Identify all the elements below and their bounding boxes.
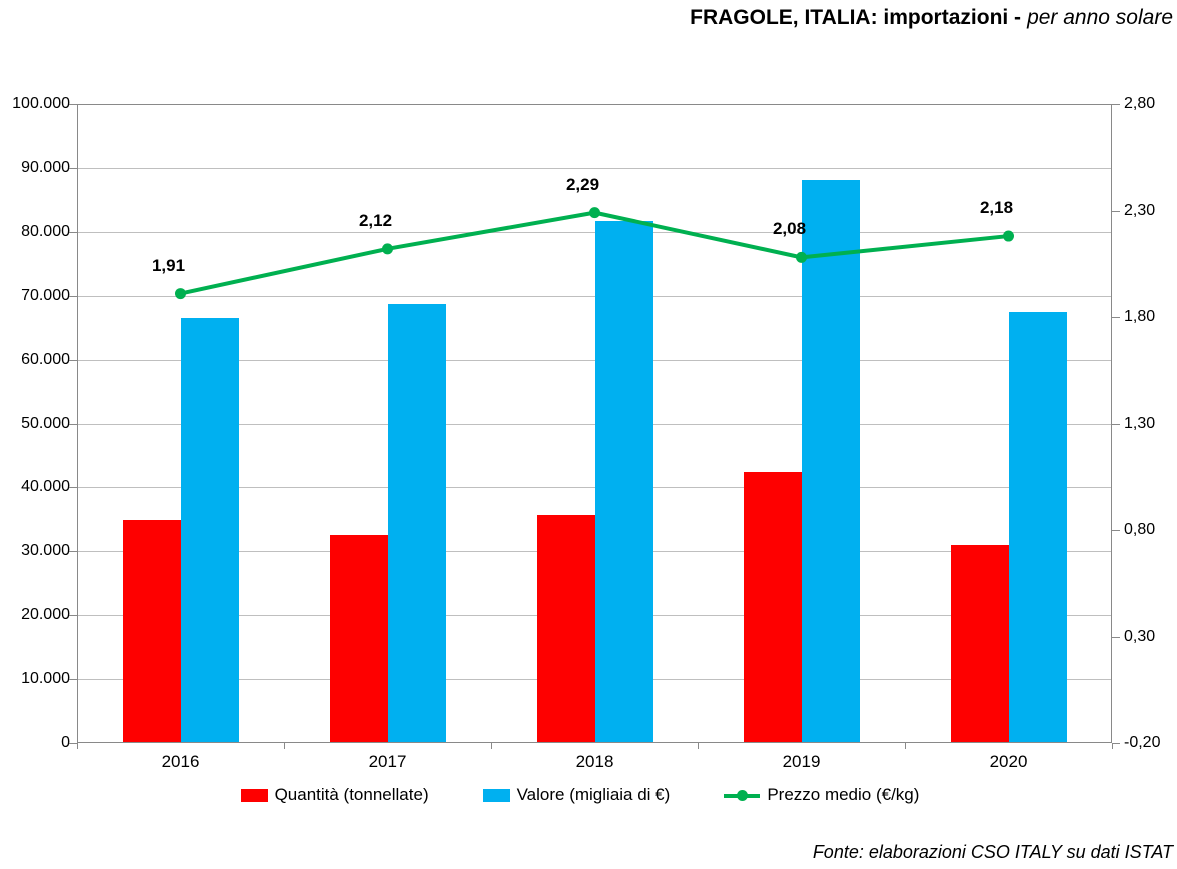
y-axis-tick-label: 90.000 [21,158,70,176]
y-axis-tick-label: 100.000 [12,95,70,112]
price-label-2016: 1,91 [151,255,186,275]
x-axis-tick [905,743,906,749]
y-axis-tick [69,487,77,489]
chart-title: FRAGOLE, ITALIA: importazioni - per anno … [690,6,1173,30]
x-axis-label: 2019 [782,752,821,771]
secondary-y-axis-tick [1112,530,1120,531]
price-label-2019: 2,08 [772,219,807,239]
x-axis-label: 2016 [161,752,200,771]
y-axis-tick-label: 10.000 [21,670,70,688]
y-axis-tick [69,551,77,553]
x-axis-tick [491,743,492,749]
y-axis-tick-label: 60.000 [21,350,70,368]
x-axis-tick [1112,743,1113,749]
y-axis-tick-label: 40.000 [21,478,70,496]
legend-label: Quantità (tonnellate) [274,785,429,804]
y-axis-tick-label: 80.000 [21,222,70,240]
secondary-y-axis-tick-label: 1,30 [1124,414,1156,432]
legend-swatch-icon [482,788,510,802]
x-axis-tick [698,743,699,749]
bar-quantita-2019 [743,471,802,742]
bar-valore-2016 [180,317,239,742]
legend-item-0: Quantità (tonnellate) [240,785,429,805]
chart-title-subtitle: per anno solare [1027,6,1173,29]
y-axis-tick [69,231,77,233]
y-axis-tick-label: 30.000 [21,542,70,560]
bar-quantita-2016 [122,519,181,742]
bar-quantita-2017 [329,534,388,742]
bar-valore-2019 [801,179,860,742]
y-axis-tick [69,615,77,617]
legend: Quantità (tonnellate) Valore (migliaia di… [0,785,1160,805]
secondary-y-axis-tick-label: -0,20 [1124,734,1161,751]
bar-valore-2018 [594,220,653,742]
legend-line-marker-icon [724,789,761,802]
y-axis-tick [69,104,77,105]
x-axis-label: 2020 [989,752,1028,771]
secondary-y-axis-tick-label: 1,80 [1124,308,1156,325]
legend-swatch-icon [240,788,268,802]
plot-area [77,104,1112,743]
y-axis-tick-label: 50.000 [21,414,70,432]
secondary-y-axis-tick-label: 0,80 [1124,521,1156,538]
legend-label: Valore (migliaia di €) [516,785,671,804]
price-label-2018: 2,29 [565,174,600,194]
secondary-y-axis-tick-label: 0,30 [1124,627,1156,645]
legend-item-1: Valore (migliaia di €) [482,785,671,805]
secondary-y-axis-tick [1112,423,1120,425]
secondary-y-axis-tick-label: 2,30 [1124,201,1156,219]
x-axis-label: 2018 [575,752,614,771]
secondary-y-axis-tick [1112,317,1120,318]
y-axis-tick [69,295,77,297]
gridline [78,167,1111,169]
bar-quantita-2020 [950,544,1009,742]
secondary-y-axis-tick [1112,636,1120,638]
x-axis-label: 2017 [368,752,407,771]
y-axis-tick-label: 20.000 [21,606,70,624]
bar-valore-2017 [387,303,446,742]
x-axis-tick [284,743,285,749]
y-axis-tick [69,679,77,681]
chart-title-main: FRAGOLE, ITALIA: importazioni - [690,6,1022,29]
price-label-2020: 2,18 [979,198,1014,218]
y-axis-tick [69,423,77,425]
y-axis-tick [69,167,77,169]
x-axis-tick [77,743,78,749]
secondary-y-axis-tick [1112,104,1120,105]
secondary-y-axis-tick-label: 2,80 [1124,95,1156,112]
price-label-2017: 2,12 [358,210,393,230]
secondary-y-axis-tick [1112,743,1120,744]
bar-quantita-2018 [536,515,595,742]
secondary-y-axis-tick [1112,210,1120,212]
y-axis-tick-label: 70.000 [21,286,70,304]
y-axis-tick [69,359,77,361]
y-axis-tick [69,743,77,744]
y-axis-tick-label: 0 [61,734,70,751]
bar-valore-2020 [1008,311,1067,742]
legend-item-2: Prezzo medio (€/kg) [724,785,919,805]
source-note: Fonte: elaborazioni CSO ITALY su dati IS… [812,842,1173,862]
legend-label: Prezzo medio (€/kg) [767,785,920,804]
